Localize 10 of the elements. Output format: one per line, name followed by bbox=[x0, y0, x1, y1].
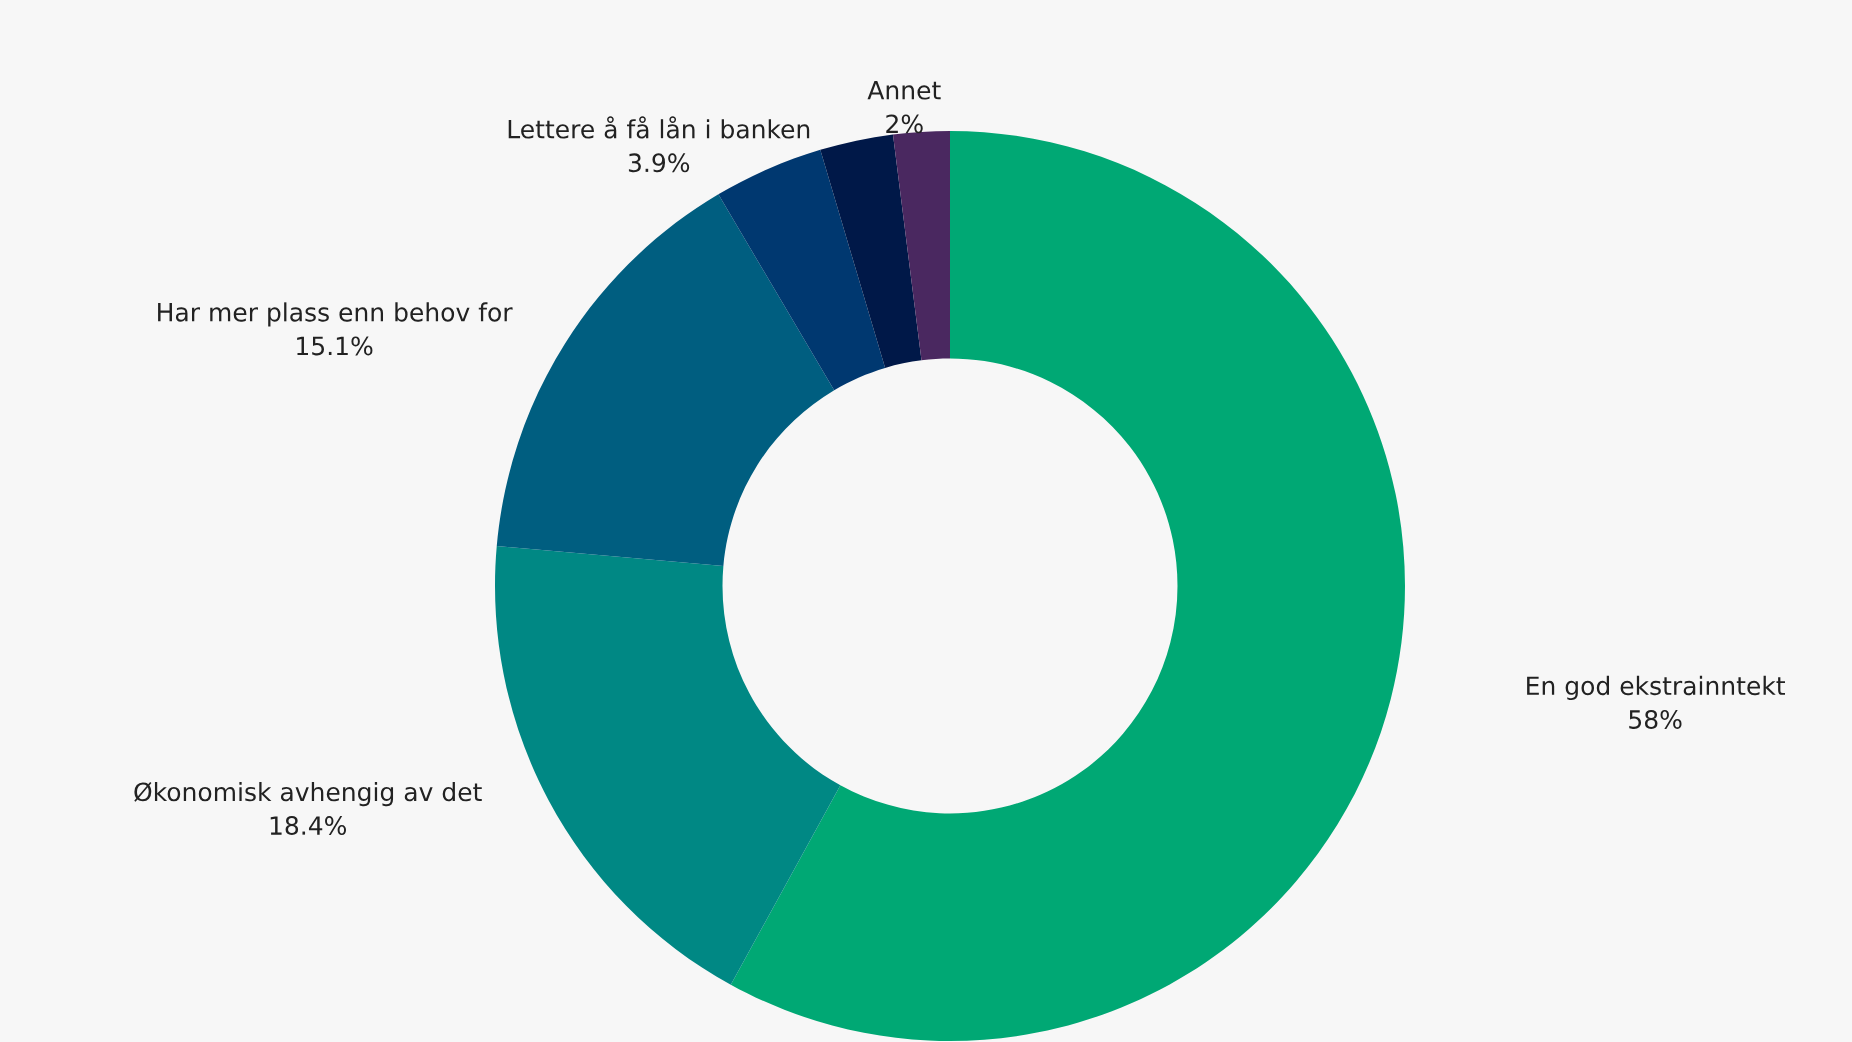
data-label: 3.9% bbox=[628, 153, 690, 173]
slice-label: Økonomisk avhengig av det bbox=[134, 781, 482, 807]
slice-label: Annet bbox=[867, 81, 941, 100]
data-label: 2% bbox=[886, 114, 923, 134]
data-label: 58% bbox=[1629, 710, 1682, 729]
slice-label: Lettere å få lån i banken bbox=[508, 116, 810, 139]
slice-label: Har mer plass enn behov for bbox=[158, 302, 513, 327]
data-label: 15.1% bbox=[297, 336, 373, 356]
slice-label: En god ekstrainntekt bbox=[1527, 675, 1786, 701]
data-label: 18.4% bbox=[270, 816, 347, 835]
